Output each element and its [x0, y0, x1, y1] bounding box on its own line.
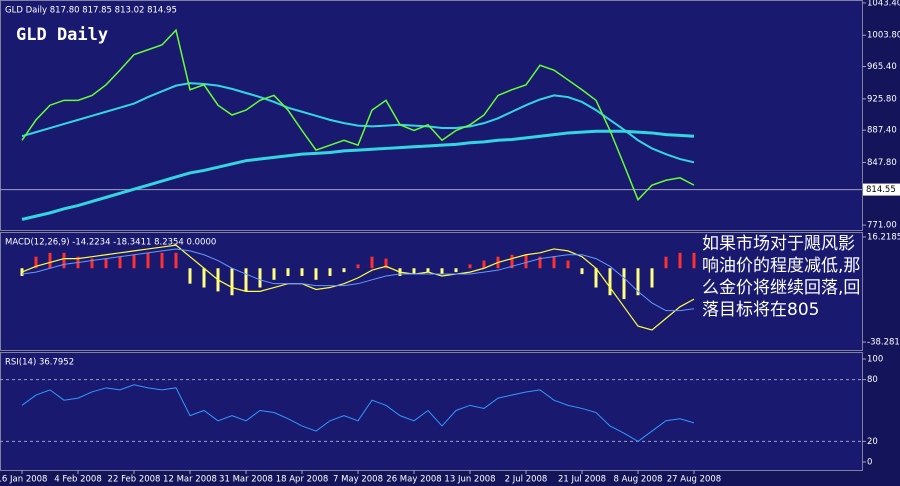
- panel-label: RSI(14) 36.7952: [5, 358, 74, 368]
- annotation: 落目标将在805: [702, 300, 819, 320]
- x-tick-label: 31 Mar 2008: [219, 475, 273, 485]
- x-tick-label: 12 Mar 2008: [163, 475, 217, 485]
- series-line: [21, 384, 695, 442]
- x-tick-label: 27 Aug 2008: [667, 475, 721, 485]
- chart-title: GLD Daily: [16, 25, 108, 45]
- histogram-bar: [552, 256, 556, 269]
- histogram-bar: [482, 260, 486, 269]
- y-tick-label: 1043.40: [867, 0, 900, 8]
- histogram-bar: [300, 268, 304, 276]
- histogram-bar: [146, 252, 150, 269]
- x-tick-label: 22 Feb 2008: [108, 475, 161, 485]
- annotation: 么金价将继续回落,回: [702, 278, 860, 298]
- panel-label: GLD Daily 817.80 817.85 813.02 814.95: [5, 6, 177, 16]
- y-tick-label: 771.00: [867, 221, 897, 231]
- x-tick-label: 18 Apr 2008: [276, 475, 329, 485]
- histogram-bar: [356, 264, 360, 269]
- x-tick-label: 7 May 2008: [333, 475, 383, 485]
- histogram-bar: [230, 268, 234, 296]
- annotation: 响油价的程度减低,那: [702, 256, 860, 276]
- y-tick-label: 20: [867, 437, 878, 447]
- histogram-bar: [48, 252, 52, 269]
- histogram-bar: [244, 268, 248, 292]
- histogram-bar: [258, 268, 262, 288]
- x-tick-label: 16 Jan 2008: [0, 475, 47, 485]
- y-tick-label: 925.80: [867, 94, 897, 104]
- y-tick-label: 887.40: [867, 126, 897, 136]
- y-tick-label: 16.2185: [867, 232, 900, 242]
- panel-label: MACD(12,26,9) -14.2234 -18.3411 8.2354 0…: [5, 238, 216, 248]
- y-tick-label: 0: [867, 457, 872, 467]
- histogram-bar: [104, 258, 108, 269]
- histogram-bar: [566, 260, 570, 269]
- histogram-bar: [384, 258, 388, 269]
- y-tick-label: 1003.80: [867, 31, 900, 41]
- y-tick-label: 847.80: [867, 158, 897, 168]
- current-price-label: 814.55: [866, 185, 896, 195]
- series-line: [21, 28, 695, 202]
- histogram-bar: [580, 268, 584, 275]
- histogram-bar: [440, 268, 444, 275]
- x-tick-label: 8 Aug 2008: [613, 475, 662, 485]
- x-tick-label: 4 Feb 2008: [54, 475, 102, 485]
- histogram-bar: [664, 256, 668, 269]
- y-tick-label: 80: [867, 375, 878, 385]
- histogram-bar: [62, 252, 66, 269]
- histogram-bar: [510, 254, 514, 269]
- histogram-bar: [636, 268, 640, 296]
- series-line: [21, 244, 695, 331]
- histogram-bar: [160, 252, 164, 269]
- y-tick-label: 100: [867, 355, 883, 365]
- histogram-bar: [188, 268, 192, 284]
- series-line: [21, 129, 695, 221]
- current-price-box: [863, 183, 900, 196]
- x-tick-label: 21 Jul 2008: [558, 475, 606, 485]
- histogram-bar: [608, 268, 612, 296]
- histogram-bar: [468, 264, 472, 269]
- histogram-bar: [692, 252, 696, 269]
- histogram-bar: [118, 256, 122, 269]
- histogram-bar: [412, 268, 416, 275]
- panel: [0, 232, 863, 351]
- histogram-bar: [286, 268, 290, 276]
- x-tick-label: 26 May 2008: [386, 475, 441, 485]
- series-line: [21, 82, 695, 164]
- histogram-bar: [426, 268, 430, 273]
- histogram-bar: [594, 268, 598, 288]
- histogram-bar: [202, 268, 206, 288]
- series-line: [21, 248, 695, 312]
- histogram-bar: [524, 254, 528, 269]
- histogram-bar: [174, 252, 178, 269]
- histogram-bar: [132, 254, 136, 269]
- y-tick-label: 965.40: [867, 62, 897, 72]
- histogram-bar: [622, 268, 626, 300]
- x-tick-label: 2 Jul 2008: [505, 475, 548, 485]
- histogram-bar: [650, 268, 654, 288]
- histogram-bar: [90, 258, 94, 269]
- histogram-bar: [328, 268, 332, 276]
- histogram-bar: [454, 268, 458, 273]
- y-tick-label: -38.281: [867, 338, 900, 348]
- panel: [0, 0, 863, 231]
- annotation: 如果市场对于飓风影: [702, 234, 855, 254]
- histogram-bar: [370, 256, 374, 269]
- histogram-bar: [678, 252, 682, 269]
- histogram-bar: [538, 256, 542, 269]
- x-tick-label: 13 Jun 2008: [444, 475, 495, 485]
- histogram-bar: [342, 268, 346, 273]
- histogram-bar: [34, 256, 38, 269]
- panel: [0, 352, 863, 471]
- histogram-bar: [272, 268, 276, 280]
- histogram-bar: [314, 268, 318, 280]
